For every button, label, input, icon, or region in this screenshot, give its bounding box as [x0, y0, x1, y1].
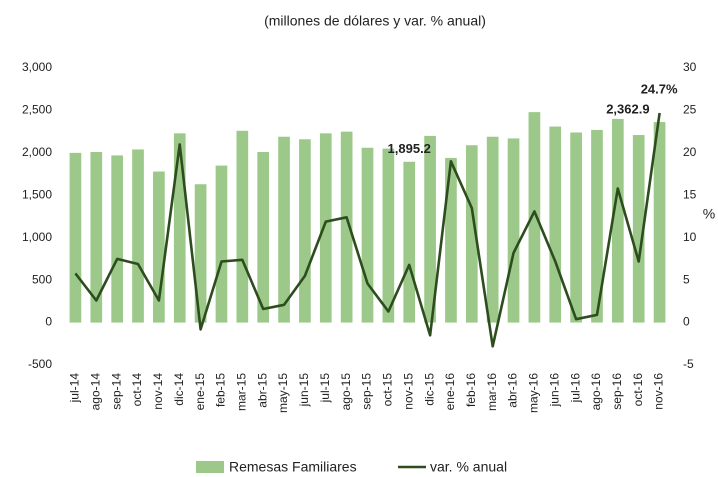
bar	[570, 132, 582, 323]
bar	[612, 118, 624, 323]
bar	[424, 135, 436, 323]
bar	[69, 152, 82, 323]
bar	[486, 136, 499, 323]
x-tick-label: sep-16	[610, 373, 624, 410]
x-tick-label: ago-16	[589, 373, 603, 411]
y-tick-label: 1,500	[22, 187, 52, 201]
x-tick-label: nov-15	[401, 373, 415, 410]
x-tick-label: feb-16	[464, 373, 478, 407]
x-tick-label: oct-14	[130, 373, 144, 407]
bar	[90, 152, 103, 323]
x-tick-label: abr-15	[255, 373, 269, 408]
y2-tick-label: 15	[683, 187, 697, 201]
bar	[132, 149, 144, 323]
bar	[319, 133, 332, 323]
y2-tick-label: 20	[683, 145, 697, 159]
x-tick-label: dic-14	[172, 373, 186, 406]
y-tick-label: 1,000	[22, 230, 52, 244]
y-tick-label: 2,000	[22, 145, 52, 159]
x-tick-label: mar-15	[234, 373, 248, 411]
bar	[465, 145, 478, 323]
legend-label: var. % anual	[430, 459, 507, 475]
bar	[173, 133, 186, 323]
y-tick-label: 500	[32, 272, 52, 286]
x-tick-label: dic-15	[422, 373, 436, 406]
legend-swatch	[196, 461, 224, 473]
y2-tick-label: 5	[683, 272, 690, 286]
x-tick-label: jul-15	[318, 373, 332, 404]
bar	[445, 157, 457, 323]
bar	[549, 126, 562, 323]
legend-label: Remesas Familiares	[229, 459, 357, 475]
data-label: 24.7%	[641, 81, 678, 96]
x-tick-label: ago-15	[339, 373, 353, 411]
bar	[257, 152, 270, 323]
x-tick-label: oct-15	[381, 373, 395, 407]
y2-tick-label: 25	[683, 103, 697, 117]
x-tick-label: may-15	[276, 373, 290, 413]
x-tick-label: ago-14	[88, 373, 102, 411]
bar	[528, 112, 541, 323]
y2-tick-label: 30	[683, 60, 697, 74]
x-tick-label: ene-16	[443, 373, 457, 411]
x-tick-label: jul-14	[68, 373, 82, 404]
bar	[153, 171, 165, 323]
x-tick-label: sep-15	[360, 373, 374, 410]
x-tick-label: feb-15	[214, 373, 228, 407]
data-label: 2,362.9	[606, 101, 649, 116]
bar	[507, 138, 520, 323]
x-tick-label: jul-16	[568, 373, 582, 404]
x-tick-label: sep-14	[109, 373, 123, 410]
y-tick-label: 0	[45, 315, 52, 329]
y-tick-label: 2,500	[22, 103, 52, 117]
y-tick-label: 3,000	[22, 60, 52, 74]
x-tick-label: nov-14	[151, 373, 165, 410]
x-tick-label: abr-16	[506, 373, 520, 408]
y-tick-label: -500	[28, 357, 52, 371]
y2-tick-label: 10	[683, 230, 697, 244]
y2-tick-label: -5	[683, 357, 694, 371]
subtitle: (millones de dólares y var. % anual)	[264, 13, 486, 29]
x-tick-label: mar-16	[485, 373, 499, 411]
bar	[111, 155, 123, 323]
line	[74, 112, 661, 348]
bar	[194, 184, 207, 323]
y2-axis-label: %	[703, 206, 715, 222]
y2-tick-label: 0	[683, 315, 690, 329]
bar	[382, 148, 395, 323]
x-tick-label: ene-15	[193, 373, 207, 411]
x-tick-label: jun-16	[547, 373, 561, 408]
x-tick-label: nov-16	[652, 373, 666, 410]
bar	[361, 147, 374, 323]
x-tick-label: oct-16	[631, 373, 645, 407]
bar	[236, 130, 249, 323]
bar	[632, 135, 645, 323]
x-tick-label: jun-15	[297, 373, 311, 408]
bar	[403, 161, 416, 323]
bar	[299, 139, 311, 323]
bar	[340, 131, 353, 323]
data-label: 1,895.2	[388, 141, 431, 156]
bar	[591, 129, 603, 323]
bar	[653, 122, 666, 323]
bar	[215, 165, 228, 323]
bar	[278, 136, 290, 323]
x-tick-label: may-16	[527, 373, 541, 413]
